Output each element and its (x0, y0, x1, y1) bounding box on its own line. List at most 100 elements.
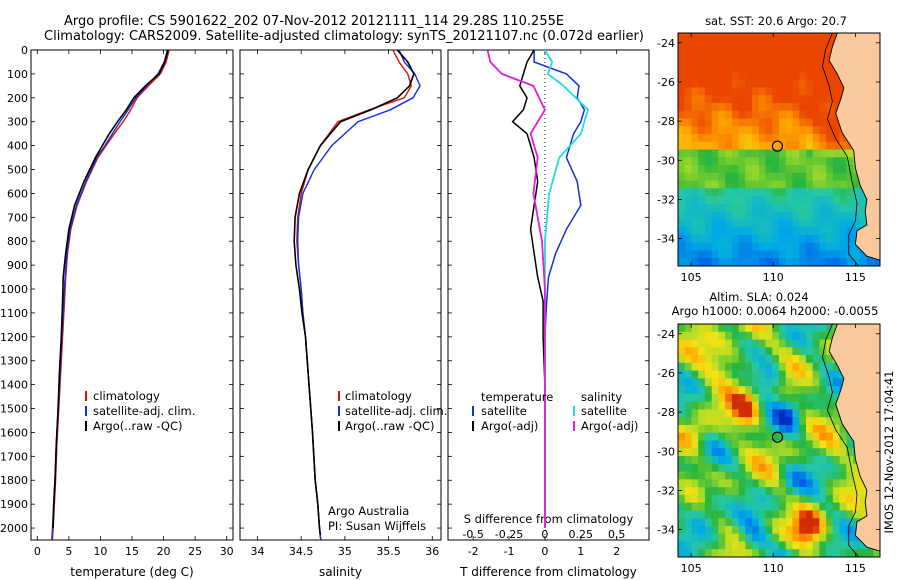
sst-field-cell (678, 95, 686, 104)
sla-field-cell (684, 331, 693, 341)
sla-field-cell (772, 541, 780, 550)
sst-field-cell (799, 242, 807, 252)
sla-field-cell (792, 549, 800, 557)
sst-field-cell (812, 149, 820, 158)
sla-field-cell (819, 494, 827, 504)
sst-field-cell (826, 64, 834, 73)
sst-field-cell (678, 141, 686, 151)
sla-field-cell (704, 494, 713, 504)
sla-field-cell (826, 378, 834, 387)
sla-field-cell (826, 510, 834, 519)
sst-field-cell (873, 258, 880, 266)
sst-field-cell (779, 126, 787, 135)
sst-field-cell (678, 126, 686, 135)
sst-field-cell (805, 165, 814, 174)
sst-field-cell (832, 250, 841, 259)
sla-field-cell (758, 339, 767, 348)
sla-field-cell (704, 479, 713, 488)
sla-field-cell (704, 518, 713, 527)
sla-field-cell (832, 393, 841, 403)
sst-field-cell (684, 172, 693, 182)
sst-field-cell (758, 71, 767, 81)
sst-field-cell (711, 48, 719, 57)
sla-field-cell (698, 339, 706, 348)
sla-field-cell (698, 448, 706, 457)
sst-field-cell (678, 234, 686, 244)
sst-field-cell (684, 180, 693, 189)
sst-field-cell (772, 48, 780, 57)
sla-field-cell (718, 409, 726, 418)
sla-field-cell (812, 518, 820, 527)
sla-field-cell (678, 347, 686, 356)
sla-field-cell (745, 401, 753, 411)
sla-field-cell (792, 324, 800, 333)
sst-field-cell (799, 56, 807, 65)
sla-field-cell (698, 370, 706, 379)
sla-field-cell (752, 448, 760, 457)
sst-field-cell (731, 242, 740, 252)
sla-field-cell (718, 549, 726, 557)
temperature-legend-label: climatology (93, 389, 160, 403)
sst-field-cell (752, 87, 760, 96)
sla-field-cell (792, 510, 800, 519)
sst-field-cell (725, 157, 733, 166)
sla-field-cell (785, 533, 794, 543)
sst-field-cell (678, 258, 686, 266)
sst-field-cell (704, 165, 713, 174)
sla-field-cell (738, 525, 746, 535)
sst-field-cell (704, 48, 713, 57)
sla-field-cell (725, 362, 733, 372)
sla-field-cell (745, 424, 753, 434)
sla-field-cell (691, 518, 699, 527)
sla-field-cell (826, 362, 834, 372)
sst-field-cell (812, 79, 820, 88)
sla-field-cell (731, 533, 740, 543)
sla-field-cell (805, 518, 814, 527)
sst-field-cell (853, 219, 861, 228)
sla-field-cell (765, 409, 773, 418)
sla-field-cell (725, 487, 733, 496)
sst-field-cell (772, 196, 780, 205)
sla-field-cell (832, 362, 841, 372)
sst-field-cell (853, 172, 861, 182)
sla-lat-tick-label: -32 (657, 484, 675, 497)
sla-field-cell (718, 370, 726, 379)
sla-field-cell (704, 502, 713, 511)
sst-field-cell (731, 258, 740, 266)
sst-field-cell (752, 172, 760, 182)
sst-field-cell (711, 56, 719, 65)
sla-field-cell (731, 409, 740, 418)
sst-field-cell (805, 242, 814, 252)
sst-field-cell (731, 180, 740, 189)
sst-field-cell (711, 188, 719, 197)
sst-field-cell (819, 211, 827, 220)
sst-field-cell (691, 227, 699, 236)
sst-field-cell (799, 149, 807, 158)
sst-field-cell (691, 157, 699, 166)
sla-field-cell (779, 424, 787, 434)
sla-field-cell (839, 479, 847, 488)
sst-field-cell (758, 188, 767, 197)
sst-field-cell (704, 250, 713, 259)
sla-field-cell (684, 463, 693, 473)
sst-field-cell (752, 234, 760, 244)
sla-field-cell (819, 440, 827, 449)
sst-field-cell (859, 219, 868, 228)
sst-field-cell (758, 141, 767, 151)
sst-field-cell (738, 133, 746, 143)
sst-field-cell (704, 40, 713, 50)
sla-field-cell (711, 339, 719, 348)
sst-field-cell (698, 102, 706, 112)
diff-t-tick-label: 1 (577, 545, 584, 558)
sla-field-cell (691, 417, 699, 426)
sst-field-cell (718, 250, 726, 259)
sla-field-cell (691, 533, 699, 543)
sla-field-cell (819, 417, 827, 426)
sst-field-cell (846, 149, 854, 158)
sla-field-cell (805, 525, 814, 535)
sla-field-cell (758, 463, 767, 473)
sst-field-cell (799, 48, 807, 57)
sst-field-cell (745, 258, 753, 266)
depth-tick-label: 800 (7, 235, 28, 248)
sla-field-cell (752, 479, 760, 488)
